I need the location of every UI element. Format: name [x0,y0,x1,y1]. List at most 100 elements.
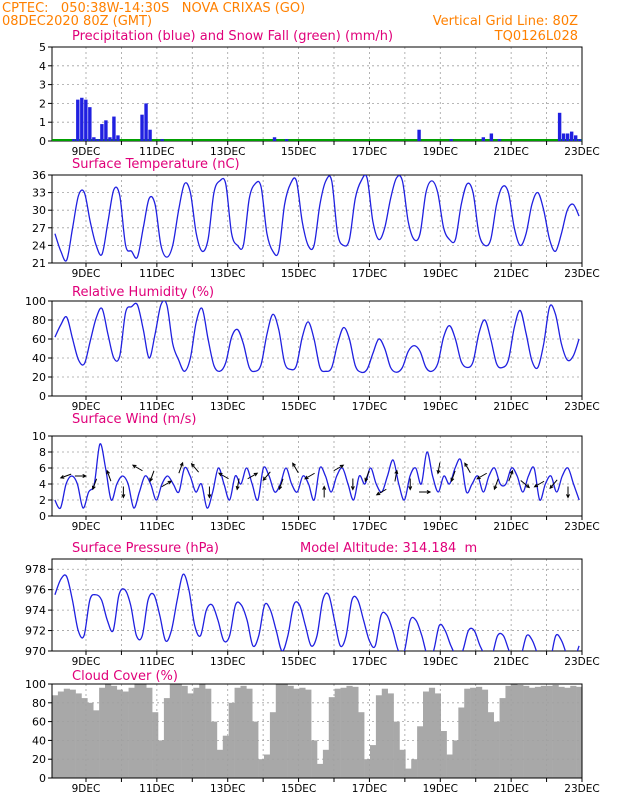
x-tick-label: 23DEC [564,656,599,668]
y-tick-label: 36 [32,169,46,182]
cloud-bar [411,759,418,778]
cloud-bar [340,687,347,778]
cloud-bar [275,684,282,778]
wind-arrow-head [408,486,413,491]
cloud-bar [240,685,247,778]
x-tick-label: 11DEC [139,268,174,280]
x-tick-label: 17DEC [352,268,387,280]
cloud-bar [146,687,153,778]
wind-arrow-head [350,486,355,491]
cloud-bar [505,685,512,778]
plot-frame [51,174,583,264]
cloud-bar [317,763,324,778]
cloud-bar [264,754,271,778]
wind-arrow-head [278,485,283,491]
precip-bar [160,139,164,141]
precip-bar [577,139,582,141]
panel-cloud-cover: Cloud Cover (%) 0 20 40 60 80 100 9DEC 11DEC 13D… [25,669,600,795]
cloud-bar [258,759,265,778]
pressure-series-line [54,573,580,651]
cloud-bar [534,686,542,778]
cloud-bar [423,691,430,778]
plot-frame [51,558,583,652]
cloud-bar [152,712,159,778]
panel-humidity: Relative Humidity (%) 0 20 40 60 80 100 9DEC 11… [25,285,600,413]
wind-arrow [437,462,441,474]
cloud-bar [222,735,229,778]
cloud-bar [246,688,253,778]
x-tick-label: 17DEC [352,521,387,533]
wind-arrow-head [131,464,137,469]
wind-arrow-head [549,484,554,490]
temperature-series-line [54,175,580,262]
x-tick-label: 17DEC [352,783,387,795]
precip-bar [573,135,578,141]
cloud-bar [293,688,300,778]
x-tick-label: 11DEC [139,656,174,668]
wind-arrow [394,470,398,482]
y-tick-label: 5 [39,41,46,54]
wind-arrow-head [436,469,441,475]
cloud-bar [328,697,335,778]
y-tick-label: 100 [25,678,46,691]
cloud-bar [417,726,424,778]
cloud-bar [281,684,288,778]
wind-arrow [476,472,487,480]
wind-arrow-head [525,484,531,489]
wind-arrow-head [450,477,455,483]
cloud-bar [234,687,241,778]
x-tick-label: 19DEC [423,401,458,413]
cloud-bar [564,687,571,778]
wind-arrow-head [464,462,469,467]
wind-arrow-head [533,483,539,488]
wind-arrow [364,470,370,482]
y-tick-label: 30 [32,204,46,217]
wind-arrow-head [190,462,195,468]
cloud-bar [175,684,182,778]
cloud-bar [487,712,494,778]
cloud-bar [122,691,129,778]
x-tick-label: 23DEC [564,146,599,158]
cloud-bar [81,698,88,778]
cloud-bar [128,687,135,778]
wind-arrow-head [207,494,212,499]
x-tick-label: 11DEC [139,146,174,158]
precip-bar [497,139,502,141]
panel-pressure: Surface Pressure (hPa) Model Altitude: 3… [25,541,600,668]
cloud-bar [558,686,565,778]
cloud-bar [570,685,577,778]
x-tick-label: 21DEC [493,146,528,158]
y-tick-label: 33 [32,187,46,200]
cloud-bar [458,707,465,778]
precip-bar [140,114,144,141]
x-tick-label: 21DEC [493,268,528,280]
x-tick-label: 23DEC [564,783,599,795]
x-tick-label: 13DEC [210,268,245,280]
header-model-code: TQ0126L028 [494,29,578,44]
x-tick-label: 21DEC [493,656,528,668]
wind-arrow [218,472,229,480]
cloud-bar [158,740,165,778]
cloud-bar [305,689,312,778]
x-tick-label: 13DEC [210,146,245,158]
precip-bar [417,129,421,141]
cloud-bar [116,689,123,778]
x-tick-label: 23DEC [564,401,599,413]
cloud-bar [299,687,306,778]
y-tick-label: 10 [32,430,46,443]
cloud-bar [523,685,530,778]
cloud-bar [134,684,141,778]
precip-bar [561,133,566,141]
y-tick-label: 972 [25,625,46,638]
precip-bar [116,135,120,141]
y-tick-label: 80 [32,314,46,327]
precip-bar [144,103,148,141]
wind-arrow-head [218,472,223,477]
x-tick-label: 9DEC [72,146,101,158]
panel-precipitation: Precipitation (blue) and Snow Fall (gree… [39,29,600,158]
y-tick-label: 3 [39,79,46,92]
y-tick-label: 60 [32,333,46,346]
wind-arrow-head [509,469,514,475]
cloud-bar [540,685,547,778]
model-altitude-note: Model Altitude: 314.184 m [300,541,477,556]
